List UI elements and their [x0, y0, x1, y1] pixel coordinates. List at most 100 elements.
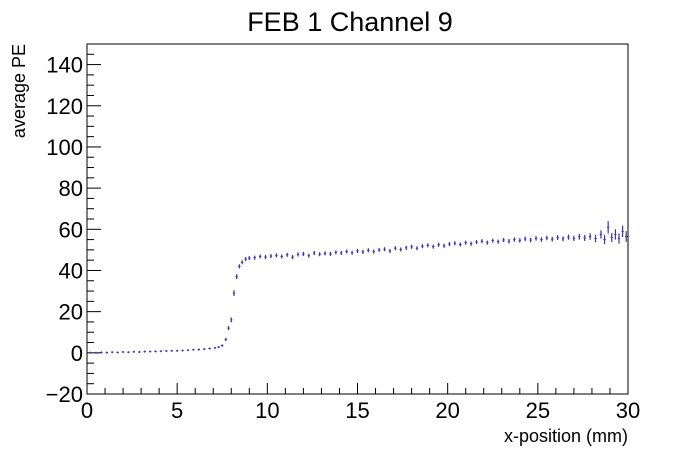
x-tick-label: 10	[255, 398, 279, 423]
y-tick-label: 40	[59, 258, 83, 283]
data-point	[486, 240, 489, 245]
data-point	[377, 247, 381, 252]
data-point	[437, 242, 440, 247]
x-tick-label: 25	[526, 398, 550, 423]
x-tick-label: 15	[345, 398, 369, 423]
data-point	[610, 233, 613, 243]
data-point	[232, 290, 236, 296]
data-point	[313, 250, 316, 256]
data-point	[442, 243, 446, 248]
data-point	[217, 346, 220, 349]
data-point	[404, 245, 408, 250]
y-tick-label: 20	[59, 300, 83, 325]
data-point	[340, 250, 343, 256]
data-series	[89, 221, 628, 354]
chart-title: FEB 1 Channel 9	[247, 7, 453, 37]
data-point	[253, 255, 256, 260]
data-point	[388, 248, 392, 253]
data-point	[121, 351, 125, 353]
plot-frame	[86, 43, 629, 395]
data-point	[89, 351, 92, 354]
data-point	[410, 244, 413, 249]
data-point	[264, 255, 267, 260]
data-point	[524, 236, 527, 242]
data-point	[453, 241, 457, 246]
data-point	[529, 237, 532, 243]
data-point	[132, 350, 136, 353]
x-tick-label: 20	[435, 398, 459, 423]
data-point	[561, 236, 565, 242]
data-point	[356, 248, 359, 253]
data-point	[94, 351, 98, 354]
data-point	[617, 233, 621, 244]
data-point	[291, 255, 294, 260]
data-point	[480, 239, 484, 244]
y-tick-label: 80	[59, 176, 83, 201]
x-axis: 0 5 10 15 20 25 30	[81, 383, 640, 423]
data-point	[323, 251, 327, 256]
data-point	[421, 244, 424, 249]
data-point	[230, 317, 233, 323]
data-point	[208, 347, 211, 350]
data-point	[138, 351, 141, 353]
data-point	[599, 230, 603, 239]
data-point	[148, 350, 152, 353]
data-point	[192, 348, 195, 351]
data-point	[302, 251, 305, 257]
data-point	[399, 247, 402, 252]
data-point	[518, 238, 521, 243]
data-point	[545, 235, 549, 241]
data-point	[383, 247, 386, 252]
data-point	[258, 254, 262, 259]
data-point	[367, 248, 370, 253]
data-point	[329, 251, 332, 257]
data-point	[556, 235, 559, 240]
x-axis-label: x-position (mm)	[504, 426, 628, 446]
data-point	[244, 257, 247, 262]
data-point	[540, 237, 543, 242]
y-axis: −20 0 20 40 60 80 100 120 140	[46, 43, 101, 407]
x-tick-label: 30	[616, 398, 640, 423]
data-point	[426, 243, 430, 248]
data-point	[513, 237, 516, 242]
data-point	[143, 350, 146, 353]
data-point	[181, 349, 184, 352]
data-point	[159, 350, 163, 353]
y-axis-label: average PE	[9, 44, 29, 138]
data-point	[459, 242, 462, 247]
data-point	[238, 264, 241, 269]
data-point	[415, 246, 419, 251]
x-tick-label: 5	[171, 398, 183, 423]
data-point	[603, 235, 606, 245]
data-point	[624, 231, 628, 242]
data-point	[154, 350, 157, 353]
data-point	[334, 250, 338, 255]
data-point	[240, 260, 244, 265]
data-point	[221, 344, 224, 347]
y-tick-label: 0	[71, 341, 83, 366]
data-point	[432, 244, 435, 249]
data-point	[578, 233, 581, 240]
data-point	[606, 221, 610, 234]
data-point	[394, 246, 397, 251]
data-point	[491, 238, 494, 243]
data-point	[248, 256, 251, 261]
data-point	[621, 225, 624, 238]
data-point	[105, 351, 109, 354]
data-point	[350, 250, 354, 255]
data-point	[165, 349, 168, 352]
data-point	[116, 351, 119, 354]
data-point	[469, 241, 473, 246]
data-point	[567, 234, 570, 240]
data-point	[307, 253, 311, 258]
y-tick-label: 100	[46, 135, 83, 160]
data-point	[203, 348, 206, 351]
data-point	[464, 240, 467, 245]
y-tick-label: −20	[46, 382, 83, 407]
data-point	[227, 326, 230, 331]
data-point	[448, 242, 451, 247]
data-point	[100, 351, 103, 354]
y-tick-label: 60	[59, 217, 83, 242]
y-tick-label: 120	[46, 94, 83, 119]
data-point	[318, 252, 321, 257]
